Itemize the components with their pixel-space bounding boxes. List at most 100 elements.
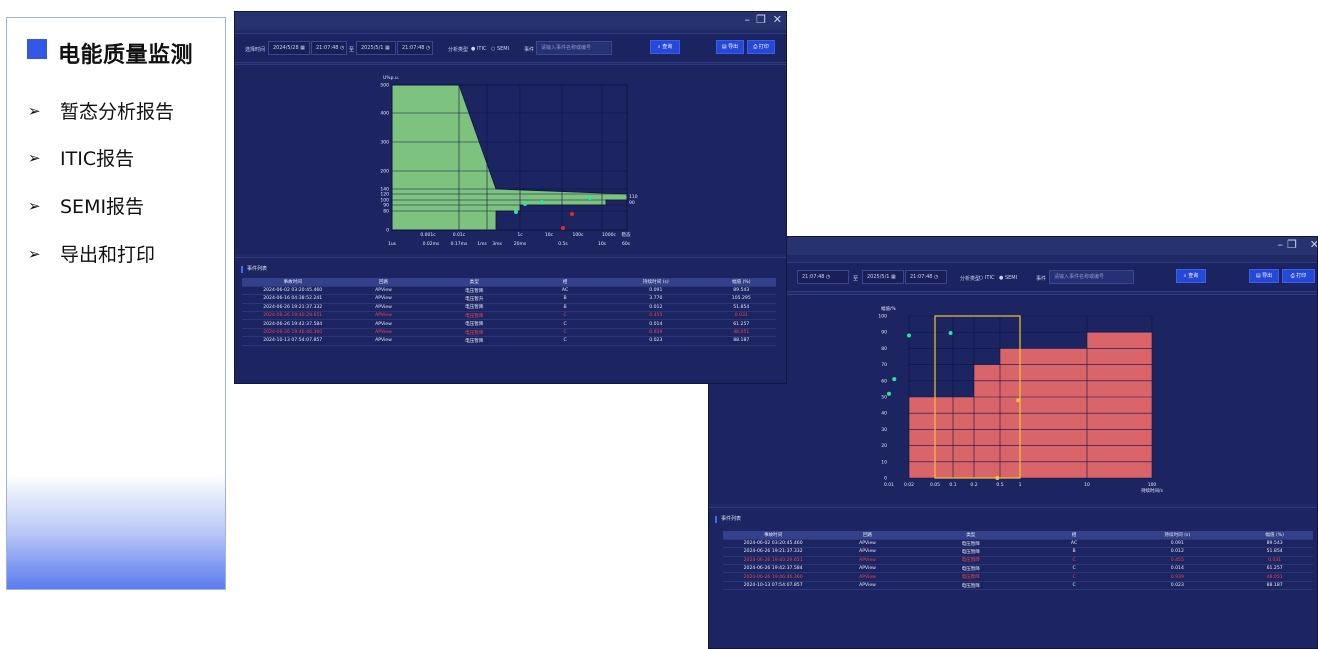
table-row[interactable]: 2024-06-26 19:42:37.584 APView 电压暂降 C 0.014 6… [242,319,776,329]
column-header[interactable]: 回路 [343,278,424,287]
itic-radio-label: ITIC [476,46,487,52]
table-cell: 61.257 [1236,564,1313,574]
column-header[interactable]: 相 [525,278,606,287]
table-cell: 2024-06-02 03:20:45.460 [723,539,824,549]
close-button[interactable]: ✕ [1310,238,1317,251]
table-row[interactable]: 2024-10-13 07:54:07.857 APView 电压暂降 C 0.023 8… [242,336,776,346]
print-button[interactable]: ⎙ 打印 [1282,269,1315,283]
event-input[interactable]: 请输入事件名称或编号 [1049,270,1134,284]
semi-radio[interactable]: ○ SEMI [491,46,510,52]
table-cell: 48.051 [706,328,776,338]
table-row[interactable]: 2024-06-16 04:38:52.241 APView 电压暂升 B 3.770 1… [242,294,776,304]
end-date-field[interactable]: 2025/5/1 ▦ [862,270,904,284]
start-time-field[interactable]: 21:07:48 ◷ [311,41,347,55]
table-row[interactable]: 2024-06-26 19:42:37.584 APView 电压暂降 C 0.014 6… [723,564,1313,574]
end-date-value: 2025/5/1 [867,274,890,280]
itic-radio[interactable]: ● ITIC [471,46,487,52]
column-header[interactable]: 相 [1029,531,1119,540]
end-date-field[interactable]: 2025/5/1 ▦ [356,41,396,55]
table-row[interactable]: 2024-06-26 19:40:29.651 APView 电压暂降 C 0.455 0… [242,311,776,321]
table-row[interactable]: 2024-06-26 19:46:46.360 APView 电压暂降 C 0.939 4… [723,572,1313,582]
table-row[interactable]: 2024-06-26 19:21:37.332 APView 电压暂降 B 0.012 5… [242,303,776,313]
table-row[interactable]: 2024-06-02 03:20:45.460 APView 电压暂降 AC 0.091… [242,286,776,296]
x-tick-label: 0.02 [904,482,914,488]
table-row[interactable]: 2024-10-13 07:54:07.857 APView 电压暂降 C 0.023 8… [723,581,1313,591]
y-tick-label: 0 [386,228,389,234]
x-tick-label: 0.1 [949,482,956,488]
table-cell: APView [343,303,424,313]
export-button[interactable]: ▤ 导出 [716,40,744,54]
y-tick-label: 90 [881,330,887,336]
end-time-field[interactable]: 21:07:48 ◷ [905,270,947,284]
nav-item-semi-report[interactable]: ➢ SEMI报告 [28,192,144,219]
x-tick-label: 10c [545,232,554,238]
query-bar: 选择时间 2024/5/28 ▦ 21:07:48 ◷ 至 2025/5/1 ▦… [235,33,786,63]
y-tick-label: 80 [881,346,887,352]
arrow-icon: ➢ [28,148,41,167]
start-time-field[interactable]: 21:07:48 ◷ [797,270,849,284]
column-header[interactable]: 事故时间 [723,531,824,540]
table-cell: 2024-06-26 19:40:29.651 [723,556,824,566]
y-axis-label: U%p.u. [383,75,399,81]
nav-item-itic-report[interactable]: ➢ ITIC报告 [28,144,134,171]
table-cell: 0.023 [605,336,707,346]
column-header[interactable]: 幅值 (%) [1236,531,1313,540]
table-cell: APView [343,286,424,296]
column-header[interactable]: 回路 [823,531,912,540]
x-tick-label: 60s [622,241,631,247]
maximize-button[interactable]: ❐ [1287,238,1297,251]
event-input[interactable]: 请输入事件名称或编号 [536,41,612,55]
y-tick-label: 20 [881,443,887,449]
arrow-icon: ➢ [28,244,41,263]
y-tick-label: 90 [383,203,389,209]
minimize-button[interactable]: – [744,13,751,26]
semi-radio[interactable]: ● SEMI [999,275,1018,281]
nav-item-export-print[interactable]: ➢ 导出和打印 [28,240,155,267]
table-cell: C [525,319,606,329]
event-label: 事件 [1036,276,1047,282]
search-button[interactable]: ⌕ 查询 [650,40,680,54]
export-label: 导出 [1262,273,1273,279]
maximize-button[interactable]: ❐ [756,13,766,26]
column-header[interactable]: 持续时间 (s) [1118,531,1237,540]
column-header[interactable]: 类型 [911,531,1030,540]
close-button[interactable]: ✕ [772,13,782,26]
time-label: 选择时间 [245,47,266,53]
export-button[interactable]: ▤ 导出 [1249,269,1279,283]
table-cell: C [1029,572,1119,582]
to-label: 至 [349,47,355,53]
x-tick-label: 3ms [492,241,502,247]
start-date-field[interactable]: 2024/5/28 ▦ [268,41,310,55]
table-cell: 3.770 [605,294,707,304]
x-tick-label: 0.17ms [451,241,468,247]
y-tick-label: 140 [380,187,389,193]
column-header[interactable]: 幅值 (%) [706,278,776,287]
column-header[interactable]: 类型 [423,278,525,287]
table-cell: APView [343,336,424,346]
table-cell: AC [525,286,606,296]
table-cell: 0.023 [1118,581,1237,591]
table-cell: APView [343,294,424,304]
column-header[interactable]: 事故时间 [242,278,344,287]
x-tick-label: 1 [1019,482,1022,488]
table-cell: 2024-06-26 19:21:37.332 [723,547,824,557]
end-time-value: 21:07:48 [402,45,425,51]
y-tick-label: 30 [881,427,887,433]
table-cell: APView [823,581,912,591]
table-row[interactable]: 2024-06-02 03:20:45.460 APView 电压暂降 AC 0.091… [723,539,1313,549]
nav-item-transient-report[interactable]: ➢ 暂态分析报告 [28,97,174,124]
table-row[interactable]: 2024-06-26 19:40:29.651 APView 电压暂降 C 0.455 0… [723,556,1313,566]
event-list-title: 事件列表 [715,516,741,523]
search-button[interactable]: ⌕ 查询 [1176,269,1206,283]
print-label: 打印 [1296,273,1307,279]
itic-radio[interactable]: ○ ITIC [979,275,995,281]
minimize-button[interactable]: – [1277,238,1284,251]
end-time-field[interactable]: 21:07:48 ◷ [397,41,433,55]
column-header[interactable]: 持续时间 (s) [605,278,707,287]
table-cell: APView [343,328,424,338]
print-button[interactable]: ⎙ 打印 [747,40,775,54]
table-cell: 2024-06-26 19:40:29.651 [242,311,344,321]
table-row[interactable]: 2024-06-26 19:21:37.332 APView 电压暂降 B 0.012 5… [723,547,1313,557]
search-label: 查询 [1188,273,1199,279]
table-row[interactable]: 2024-06-26 19:46:46.360 APView 电压暂降 C 0.939 4… [242,328,776,338]
